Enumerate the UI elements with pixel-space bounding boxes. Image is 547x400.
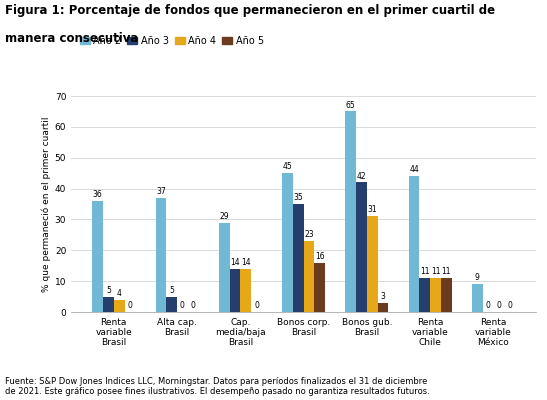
Text: 37: 37 — [156, 187, 166, 196]
Text: 5: 5 — [169, 286, 174, 295]
Text: 5: 5 — [106, 286, 111, 295]
Text: Fuente: S&P Dow Jones Indices LLC, Morningstar. Datos para períodos finalizados : Fuente: S&P Dow Jones Indices LLC, Morni… — [5, 377, 430, 396]
Text: 42: 42 — [357, 172, 366, 180]
Bar — [304, 241, 315, 312]
Text: 14: 14 — [241, 258, 251, 267]
Text: 3: 3 — [381, 292, 386, 301]
Bar — [367, 216, 377, 312]
Text: Figura 1: Porcentaje de fondos que permanecieron en el primer cuartil de: Figura 1: Porcentaje de fondos que perma… — [5, 4, 496, 17]
Bar — [293, 204, 304, 312]
Bar — [240, 269, 251, 312]
Bar — [472, 284, 482, 312]
Text: 36: 36 — [93, 190, 102, 199]
Text: 4: 4 — [117, 289, 121, 298]
Bar — [420, 278, 430, 312]
Text: 0: 0 — [180, 302, 185, 310]
Bar — [155, 198, 166, 312]
Text: 11: 11 — [431, 267, 440, 276]
Text: 44: 44 — [409, 165, 419, 174]
Text: 31: 31 — [368, 206, 377, 214]
Text: 11: 11 — [420, 267, 429, 276]
Text: 0: 0 — [486, 302, 491, 310]
Bar — [92, 201, 103, 312]
Bar — [409, 176, 420, 312]
Bar — [315, 263, 325, 312]
Bar — [430, 278, 441, 312]
Text: 0: 0 — [496, 302, 501, 310]
Text: 23: 23 — [304, 230, 314, 239]
Bar — [230, 269, 240, 312]
Y-axis label: % que permaneció en el primer cuartil: % que permaneció en el primer cuartil — [41, 116, 50, 292]
Legend: Año 2, Año 3, Año 4, Año 5: Año 2, Año 3, Año 4, Año 5 — [76, 32, 268, 50]
Text: 65: 65 — [346, 100, 356, 110]
Text: 0: 0 — [254, 302, 259, 310]
Text: 0: 0 — [507, 302, 512, 310]
Bar — [282, 173, 293, 312]
Bar — [356, 182, 367, 312]
Bar — [441, 278, 452, 312]
Text: 16: 16 — [315, 252, 324, 261]
Bar — [219, 222, 230, 312]
Text: 14: 14 — [230, 258, 240, 267]
Text: 45: 45 — [283, 162, 292, 171]
Text: 29: 29 — [219, 212, 229, 221]
Bar — [114, 300, 125, 312]
Text: manera consecutiva: manera consecutiva — [5, 32, 139, 45]
Bar — [377, 303, 388, 312]
Text: 35: 35 — [293, 193, 303, 202]
Bar — [345, 112, 356, 312]
Text: 9: 9 — [475, 273, 480, 282]
Text: 0: 0 — [191, 302, 196, 310]
Text: 11: 11 — [441, 267, 451, 276]
Bar — [103, 296, 114, 312]
Text: 0: 0 — [127, 302, 132, 310]
Bar — [166, 296, 177, 312]
